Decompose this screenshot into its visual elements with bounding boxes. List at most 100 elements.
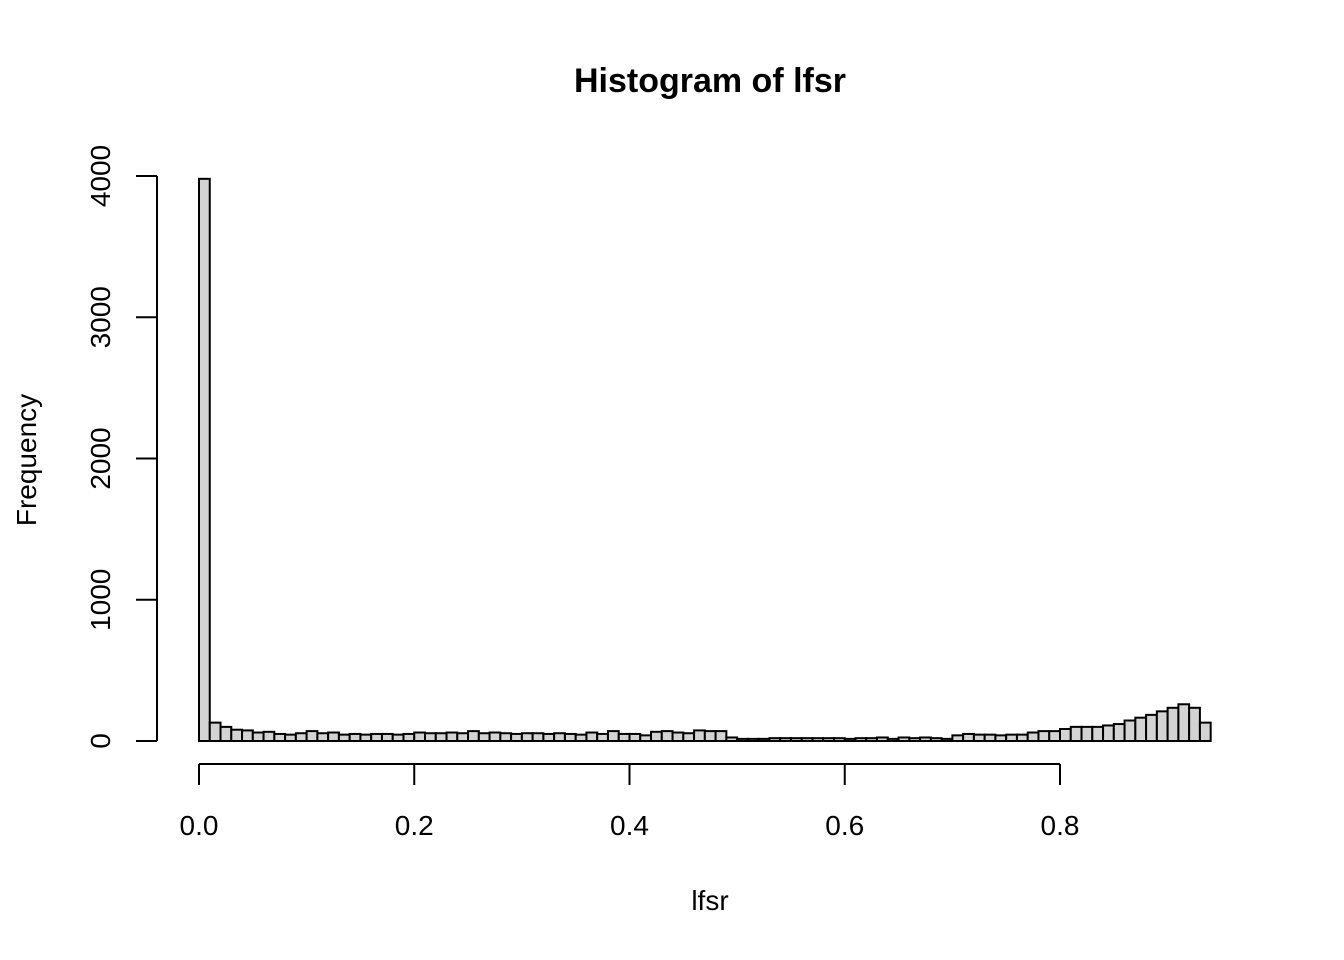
- histogram-bar: [940, 737, 954, 743]
- x-tick-label: 0.8: [1041, 810, 1080, 841]
- histogram-bar: [1026, 731, 1040, 743]
- histogram-bar: [1134, 716, 1148, 743]
- histogram-bar: [337, 733, 351, 743]
- histogram-bar: [962, 732, 975, 743]
- histogram-bar: [682, 732, 696, 742]
- histogram-bar: [391, 733, 405, 743]
- histogram-bar: [284, 733, 297, 743]
- histogram-bar: [1048, 730, 1061, 742]
- histogram-bar: [467, 730, 480, 742]
- histogram-bar: [854, 737, 868, 742]
- histogram-bar: [241, 729, 254, 742]
- histogram-bar: [897, 736, 911, 742]
- histogram-bar: [1177, 703, 1191, 743]
- histogram-bar: [520, 732, 534, 742]
- histogram-bar: [1037, 730, 1051, 742]
- histogram-bar: [499, 732, 513, 742]
- histogram-bar: [1198, 721, 1212, 743]
- histogram-bar: [714, 730, 728, 742]
- histogram-bar: [327, 731, 340, 743]
- histogram-bar: [789, 737, 803, 742]
- histogram-bar: [294, 732, 308, 742]
- histogram-bar: [488, 731, 502, 743]
- histogram-bar: [822, 737, 835, 742]
- x-tick-label: 0.0: [180, 810, 219, 841]
- histogram-bar: [1091, 725, 1105, 743]
- histogram-bar: [596, 732, 609, 743]
- histogram-bar: [1145, 713, 1158, 742]
- histogram-bar: [251, 731, 265, 743]
- histogram-bar: [359, 733, 373, 743]
- histogram-bar: [951, 734, 965, 742]
- x-axis-label: lfsr: [691, 885, 728, 916]
- histogram-bar: [703, 730, 717, 742]
- histogram-bar: [1015, 733, 1029, 743]
- histogram-bar: [746, 737, 760, 743]
- histogram-bars: [198, 177, 1212, 743]
- histogram-bar: [348, 732, 362, 743]
- histogram-bar: [832, 737, 846, 742]
- histogram-bar: [456, 732, 470, 742]
- histogram-bar: [1005, 733, 1018, 743]
- histogram-bar: [445, 731, 459, 743]
- histogram-bar: [843, 737, 857, 743]
- y-tick-label: 1000: [85, 569, 116, 631]
- histogram-bar: [983, 733, 997, 743]
- histogram-bar: [316, 732, 330, 742]
- histogram-bar: [198, 177, 211, 742]
- histogram-bar: [380, 732, 394, 743]
- histogram-bar: [1123, 719, 1137, 743]
- histogram-bar: [757, 737, 771, 743]
- y-tick-label: 4000: [85, 145, 116, 207]
- histogram-bar: [671, 731, 685, 743]
- histogram-bar: [413, 731, 427, 743]
- histogram-bar: [1166, 706, 1180, 742]
- histogram-bar: [865, 737, 879, 742]
- histogram-bar: [402, 732, 416, 743]
- histogram-bar: [972, 733, 986, 743]
- histogram-bar: [736, 737, 749, 743]
- histogram-bar: [1080, 725, 1094, 743]
- histogram-bar: [230, 728, 244, 743]
- histogram-bar: [574, 733, 588, 743]
- histogram-bar: [725, 736, 739, 742]
- histogram-bar: [563, 732, 577, 743]
- histogram-bar: [262, 730, 276, 743]
- histogram-bar: [219, 725, 233, 743]
- histogram-bar: [370, 732, 383, 743]
- histogram-bar: [208, 721, 222, 743]
- histogram-bar: [876, 736, 889, 742]
- y-axis: 0 1000 2000 3000 4000: [85, 145, 158, 749]
- histogram-bar: [660, 730, 674, 742]
- y-tick-label: 3000: [85, 286, 116, 348]
- histogram-bar: [994, 734, 1008, 742]
- histogram-bar: [886, 737, 900, 743]
- histogram-bar: [693, 729, 706, 742]
- histogram-bar: [542, 732, 556, 743]
- histogram-bar: [510, 732, 523, 743]
- histogram-bar: [477, 732, 491, 742]
- histogram-bar: [628, 732, 642, 743]
- histogram-bar: [273, 732, 287, 743]
- histogram-bar: [434, 732, 448, 742]
- histogram-bar: [1059, 727, 1072, 742]
- y-tick-label: 0: [85, 733, 116, 749]
- histogram-bar: [585, 731, 599, 743]
- histogram-bar: [919, 736, 932, 742]
- x-tick-label: 0.4: [610, 810, 649, 841]
- histogram-bar: [305, 730, 319, 742]
- histogram-bar: [800, 737, 814, 742]
- histogram-bar: [768, 737, 782, 742]
- y-axis-label: Frequency: [11, 394, 42, 526]
- histogram-bar: [1188, 706, 1201, 742]
- histogram-bar: [606, 730, 620, 742]
- x-tick-label: 0.6: [825, 810, 864, 841]
- y-tick-label: 2000: [85, 427, 116, 489]
- histogram-bar: [553, 732, 566, 742]
- histogram-bar: [1112, 723, 1126, 742]
- histogram-bar: [779, 737, 792, 742]
- histogram-bar: [811, 737, 825, 742]
- histogram-bar: [1069, 725, 1083, 743]
- histogram-bar: [617, 732, 631, 743]
